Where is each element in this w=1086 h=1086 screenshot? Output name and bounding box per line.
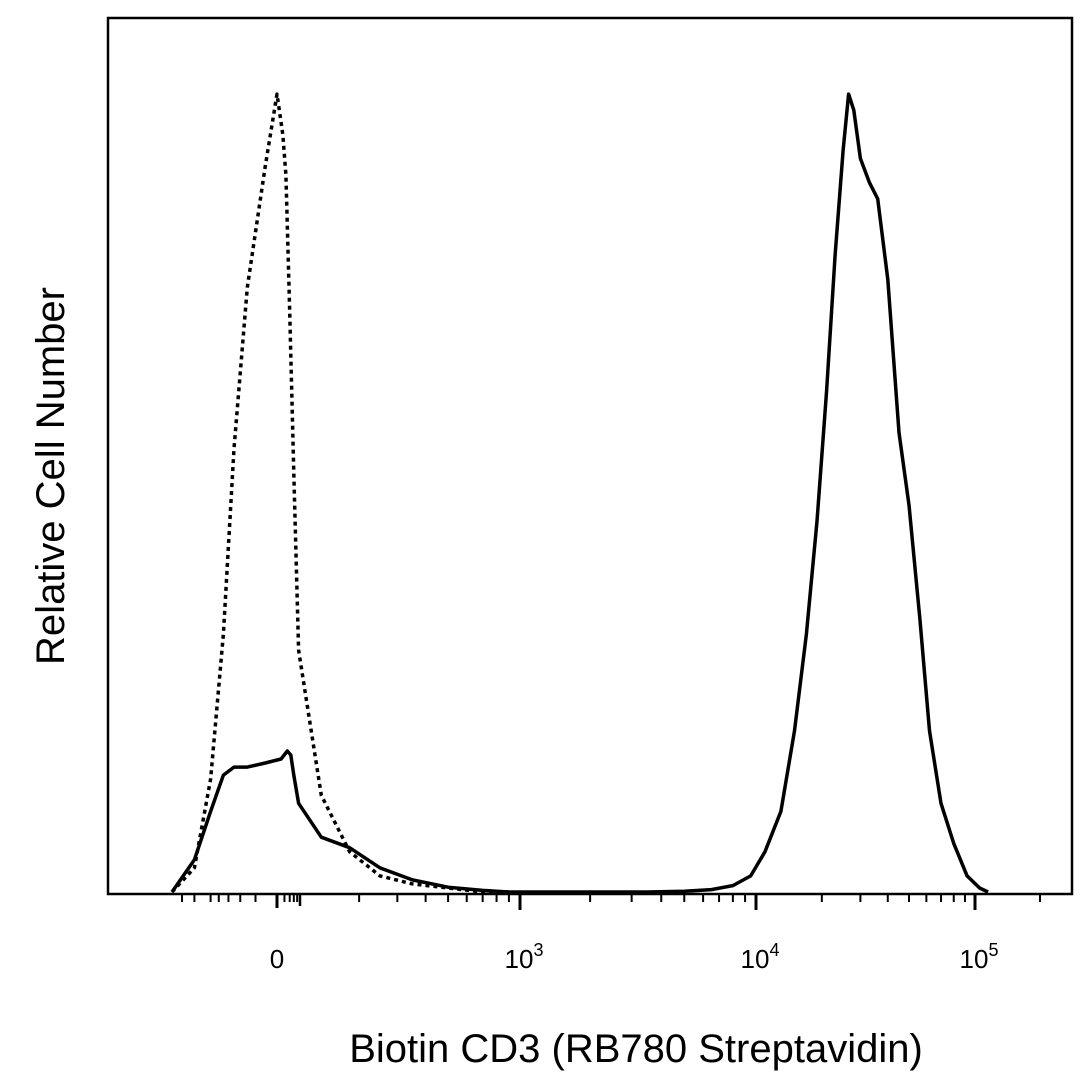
x-tick-label: 105 <box>960 940 999 974</box>
x-axis-ticks <box>181 894 1041 910</box>
x-tick-label: 104 <box>741 940 780 974</box>
y-axis-title: Relative Cell Number <box>29 287 73 665</box>
x-tick-label: 103 <box>505 940 544 974</box>
series-line-solid <box>170 92 989 894</box>
series-line-dotted <box>170 92 509 894</box>
histogram-series <box>170 92 989 894</box>
plot-frame <box>106 16 1074 896</box>
x-tick-label: 0 <box>270 944 284 974</box>
x-axis-tick-labels: 0 103 104 105 <box>270 940 999 974</box>
x-axis-title: Biotin CD3 (RB780 Streptavidin) <box>349 1027 923 1071</box>
